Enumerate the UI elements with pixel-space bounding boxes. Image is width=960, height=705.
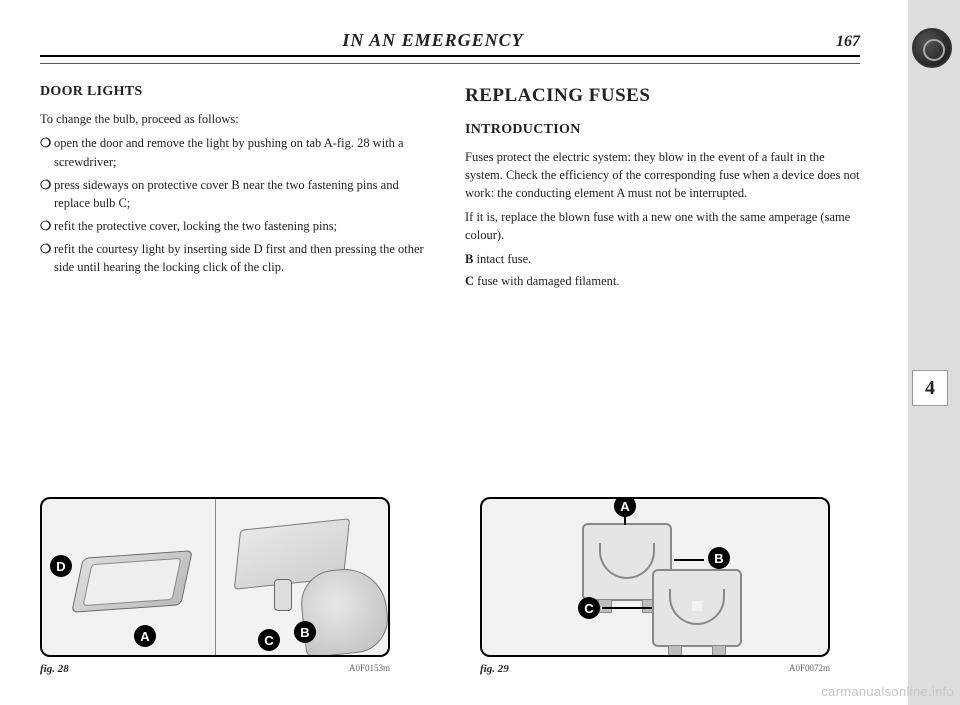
fig28-divider xyxy=(215,499,216,655)
fig29-prong xyxy=(712,645,726,657)
figure-29-image: A B C xyxy=(480,497,830,657)
watermark: carmanualsonline.info xyxy=(821,684,954,699)
door-lights-intro: To change the bulb, proceed as follows: xyxy=(40,110,435,128)
fig29-fuse-damaged xyxy=(652,569,742,647)
def-key: C xyxy=(465,274,474,288)
chapter-tab: 4 xyxy=(912,370,948,406)
fig29-filament-broken xyxy=(669,589,725,625)
list-item: ❍refit the courtesy light by inserting s… xyxy=(40,240,435,276)
door-lights-heading: DOOR LIGHTS xyxy=(40,82,435,102)
figure-29-block: A B C fig. 29 A0F0072m xyxy=(480,497,860,675)
lead-line xyxy=(674,559,704,561)
callout-c: C xyxy=(578,597,600,619)
callout-b: B xyxy=(294,621,316,643)
bullet-icon: ❍ xyxy=(40,176,54,212)
list-item: ❍refit the protective cover, locking the… xyxy=(40,217,435,235)
def-val: intact fuse. xyxy=(476,252,531,266)
def-c: C fuse with damaged filament. xyxy=(465,272,860,290)
callout-a: A xyxy=(614,497,636,517)
lead-line xyxy=(602,607,652,609)
def-b: B intact fuse. xyxy=(465,250,860,268)
def-key: B xyxy=(465,252,473,266)
bullet-icon: ❍ xyxy=(40,240,54,276)
figures-row: D A C B fig. 28 A0F0153m A B xyxy=(40,497,860,675)
bullet-icon: ❍ xyxy=(40,217,54,235)
fig-label: fig. 29 xyxy=(480,663,509,675)
fig-code: A0F0072m xyxy=(789,663,830,675)
brand-logo xyxy=(912,28,952,68)
figure-28-caption: fig. 28 A0F0153m xyxy=(40,663,390,675)
def-val: fuse with damaged filament. xyxy=(477,274,619,288)
step-text: open the door and remove the light by pu… xyxy=(54,134,435,170)
introduction-subheading: INTRODUCTION xyxy=(465,120,860,140)
chapter-number: 4 xyxy=(925,377,935,400)
figure-28-block: D A C B fig. 28 A0F0153m xyxy=(40,497,420,675)
page-number: 167 xyxy=(836,33,860,51)
step-text: refit the courtesy light by inserting si… xyxy=(54,240,435,276)
callout-d: D xyxy=(50,555,72,577)
figure-29-caption: fig. 29 A0F0072m xyxy=(480,663,830,675)
right-column: REPLACING FUSES INTRODUCTION Fuses prote… xyxy=(465,82,860,290)
bullet-icon: ❍ xyxy=(40,134,54,170)
fig-label: fig. 28 xyxy=(40,663,69,675)
fig29-prong xyxy=(598,599,612,613)
door-lights-steps: ❍open the door and remove the light by p… xyxy=(40,134,435,276)
fig29-prong xyxy=(668,645,682,657)
replacing-fuses-heading: REPLACING FUSES xyxy=(465,82,860,110)
fig29-filament-intact xyxy=(599,543,655,579)
callout-b: B xyxy=(708,547,730,569)
callout-c: C xyxy=(258,629,280,651)
fig-code: A0F0153m xyxy=(349,663,390,675)
step-text: refit the protective cover, locking the … xyxy=(54,217,337,235)
header-rule xyxy=(40,63,860,64)
fig28-bulb xyxy=(274,579,292,611)
fuses-para-2: If it is, replace the blown fuse with a … xyxy=(465,208,860,244)
page-header: IN AN EMERGENCY 167 xyxy=(40,30,860,57)
fuses-para-1: Fuses protect the electric system: they … xyxy=(465,148,860,202)
sidebar-band xyxy=(908,0,960,705)
callout-a: A xyxy=(134,625,156,647)
list-item: ❍open the door and remove the light by p… xyxy=(40,134,435,170)
fig28-lamp-lens xyxy=(83,558,182,606)
fig28-hand xyxy=(298,565,390,657)
step-text: press sideways on protective cover B nea… xyxy=(54,176,435,212)
body-columns: DOOR LIGHTS To change the bulb, proceed … xyxy=(40,82,860,290)
header-title: IN AN EMERGENCY xyxy=(40,30,826,51)
left-column: DOOR LIGHTS To change the bulb, proceed … xyxy=(40,82,435,290)
list-item: ❍press sideways on protective cover B ne… xyxy=(40,176,435,212)
figure-28-image: D A C B xyxy=(40,497,390,657)
